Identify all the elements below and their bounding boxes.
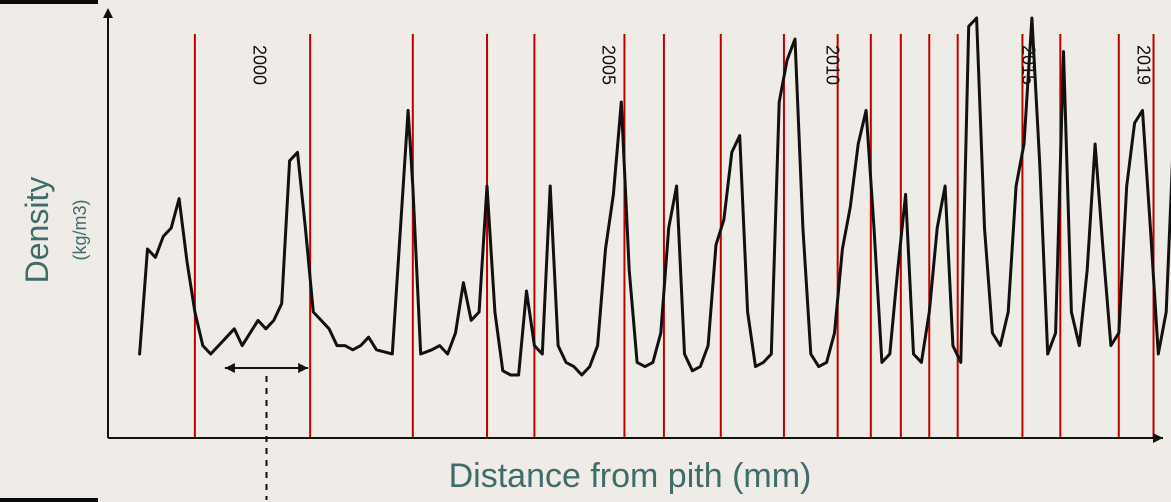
- ring-width-arrow-left: [224, 363, 235, 373]
- ring-boundary-layer: [193, 34, 1155, 438]
- x-axis-arrowhead: [1153, 433, 1163, 443]
- density-series-layer: [138, 16, 1171, 377]
- y-axis-unit-label: (kg/m3): [70, 199, 90, 260]
- year-label-2015: 2015: [1018, 45, 1038, 85]
- year-label-2000: 2000: [249, 45, 269, 85]
- y-axis-label: Density: [19, 177, 55, 284]
- top-left-bar: [0, 0, 98, 4]
- year-label-2019: 2019: [1134, 45, 1154, 85]
- year-label-2005: 2005: [598, 45, 618, 85]
- density-series-line: [138, 16, 1171, 377]
- x-axis-label: Distance from pith (mm): [449, 457, 812, 495]
- bottom-left-bar: [0, 498, 98, 502]
- labels-layer: Distance from pith (mm) Density (kg/m3) 200…: [19, 45, 1154, 500]
- year-label-2010: 2010: [823, 45, 843, 85]
- y-axis-arrowhead: [103, 8, 113, 18]
- ring-width-arrow-right: [298, 363, 309, 373]
